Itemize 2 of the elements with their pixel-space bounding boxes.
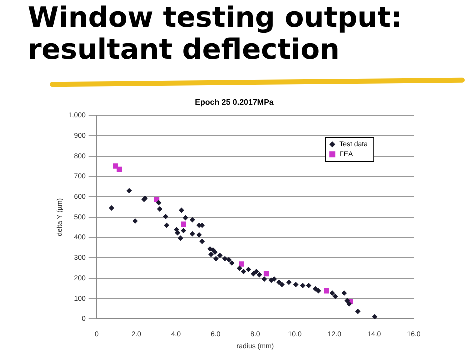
chart-title: Window testing output: resultant deflection: [28, 1, 404, 66]
chart-subtitle: Epoch 25 0.2017MPa: [195, 98, 274, 108]
